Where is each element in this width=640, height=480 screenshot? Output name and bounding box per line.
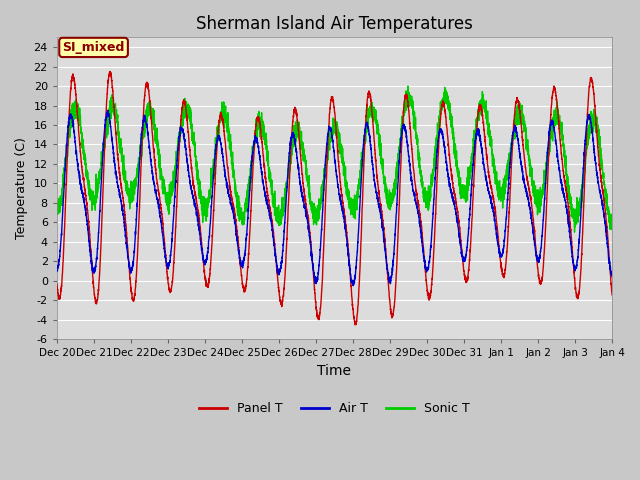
Air T [314,274,322,279]
Sonic T [608,217,616,223]
Panel T [460,261,467,267]
Sonic T [53,205,61,211]
Sonic T [404,83,412,89]
Panel T [608,292,616,298]
Panel T [351,322,359,327]
Text: SI_mixed: SI_mixed [62,41,125,54]
Air T [153,194,161,200]
Panel T [106,69,114,74]
Air T [608,274,616,280]
Sonic T [608,215,616,220]
Sonic T [459,188,467,193]
Panel T [608,285,616,290]
Line: Panel T: Panel T [57,72,612,324]
Air T [491,216,499,222]
Sonic T [491,170,499,176]
Air T [608,271,616,277]
Panel T [53,281,61,287]
Legend: Panel T, Air T, Sonic T: Panel T, Air T, Sonic T [195,397,475,420]
Panel T [314,313,322,319]
Air T [53,267,61,273]
Air T [429,221,436,227]
Line: Sonic T: Sonic T [57,86,612,232]
Line: Air T: Air T [57,110,612,286]
Panel T [153,177,161,182]
Sonic T [314,210,321,216]
Sonic T [428,181,436,187]
Y-axis label: Temperature (C): Temperature (C) [15,137,28,239]
Air T [349,283,357,288]
X-axis label: Time: Time [317,364,351,378]
Title: Sherman Island Air Temperatures: Sherman Island Air Temperatures [196,15,473,33]
Panel T [429,273,436,278]
Air T [104,108,111,113]
Sonic T [571,229,579,235]
Air T [460,254,467,260]
Sonic T [153,130,161,136]
Panel T [491,206,499,212]
